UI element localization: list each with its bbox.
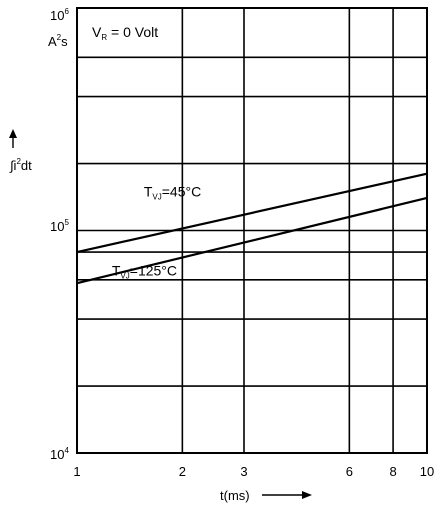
x-axis-label: t(ms) (220, 488, 250, 503)
series-line-2 (76, 196, 428, 285)
y-tick-label-bottom: 104 (50, 446, 69, 462)
x-tick-label: 8 (389, 464, 396, 479)
x-tick-label: 1 (73, 464, 80, 479)
x-tick-label: 6 (346, 464, 353, 479)
y-tick-label-mid: 105 (50, 218, 69, 234)
series-lines (76, 172, 428, 285)
y-tick-label-top: 106 (50, 7, 69, 23)
grid (76, 7, 428, 454)
annotation-vr: VR = 0 Volt (92, 24, 158, 42)
series-label-2: TVJ=125°C (112, 263, 177, 281)
y-axis-arrow-head (9, 129, 17, 138)
series-line-1 (76, 172, 428, 254)
series-label-1: TVJ=45°C (144, 183, 201, 201)
x-tick-label: 10 (420, 464, 434, 479)
x-tick-label: 2 (179, 464, 186, 479)
plot-frame (76, 7, 428, 454)
y-axis-label: ∫i2dt (9, 157, 32, 173)
x-axis-arrow-head (302, 491, 312, 499)
labels: 106 105 104 A2s ∫i2dt 1 2 3 6 8 10 t(ms) VR = 0 Volt… (9, 7, 434, 503)
x-tick-label: 3 (240, 464, 247, 479)
y-unit-label: A2s (48, 33, 68, 49)
